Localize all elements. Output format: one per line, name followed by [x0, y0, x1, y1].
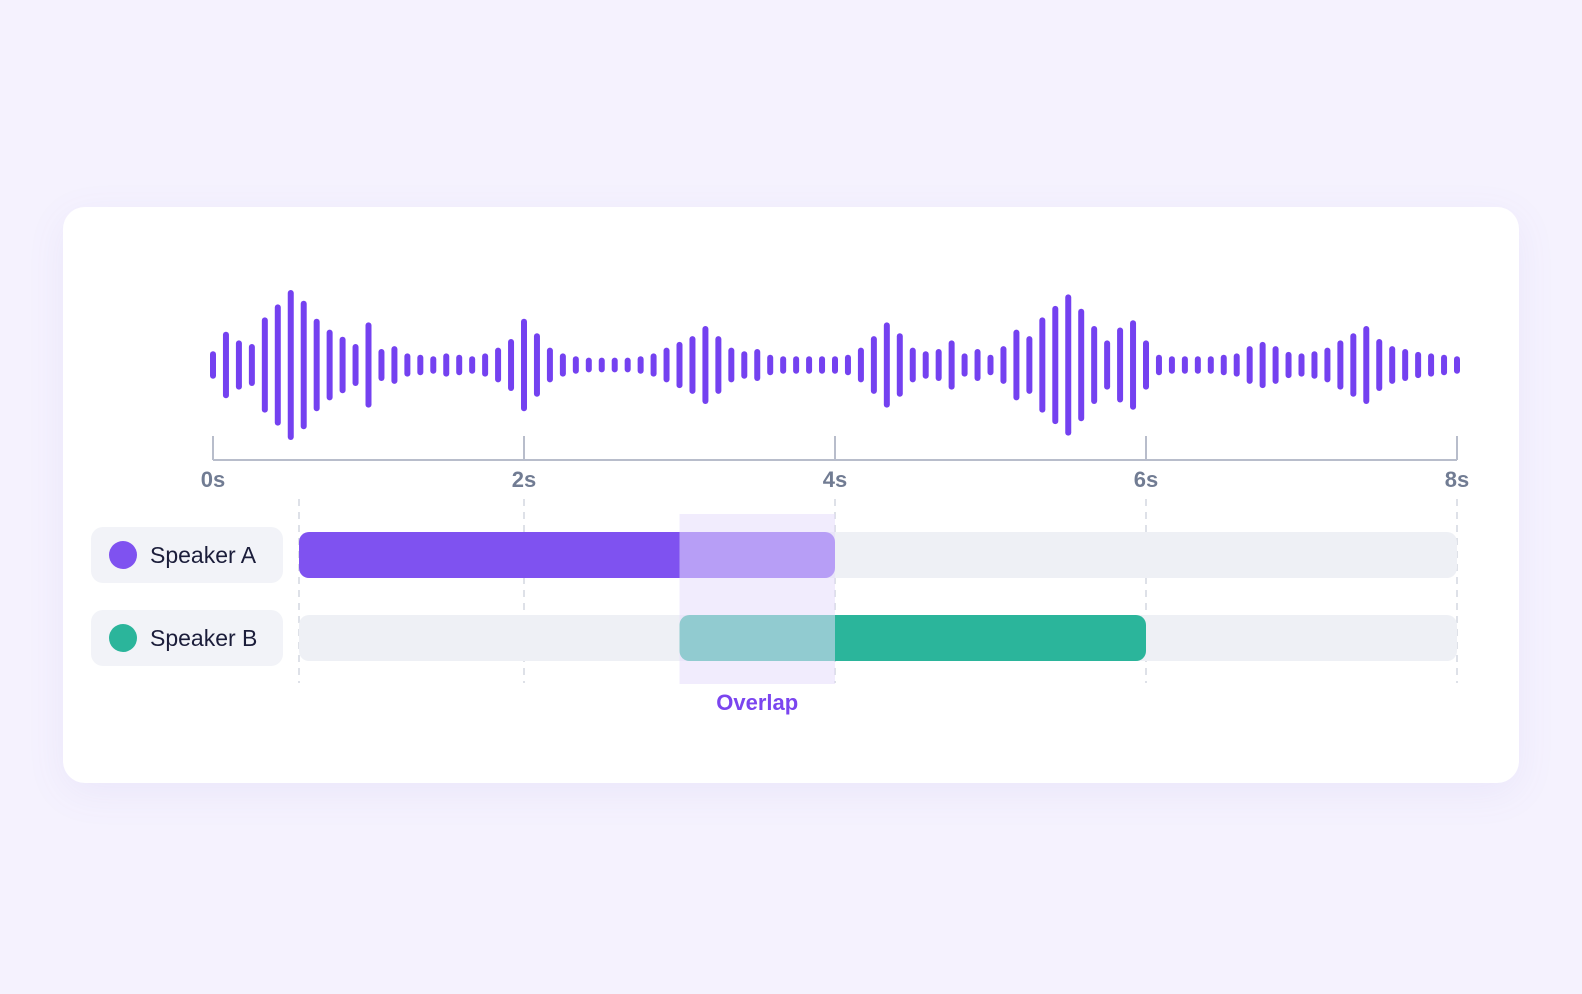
time-axis: 0s 2s 4s 6s 8s	[201, 436, 1469, 492]
speaker-b-label: Speaker B	[150, 625, 257, 651]
speaker-b-chip	[91, 610, 283, 666]
overlap-region: Overlap	[679, 514, 835, 715]
audio-waveform	[210, 290, 1460, 440]
diarization-card: 0s 2s 4s 6s 8s Speaker A Speaker B Overlap	[63, 207, 1519, 783]
diarization-diagram: 0s 2s 4s 6s 8s Speaker A Speaker B Overlap	[91, 290, 1469, 715]
speaker-a-chip	[91, 527, 283, 583]
time-tick-label: 8s	[1445, 467, 1469, 492]
time-tick-label: 4s	[823, 467, 847, 492]
speaker-a-color-dot	[109, 541, 137, 569]
time-tick-label: 2s	[512, 467, 536, 492]
overlap-highlight	[679, 514, 835, 684]
speaker-a-label: Speaker A	[150, 542, 257, 568]
overlap-label: Overlap	[716, 690, 798, 715]
time-tick-label: 6s	[1134, 467, 1158, 492]
speaker-b-color-dot	[109, 624, 137, 652]
time-tick-label: 0s	[201, 467, 225, 492]
